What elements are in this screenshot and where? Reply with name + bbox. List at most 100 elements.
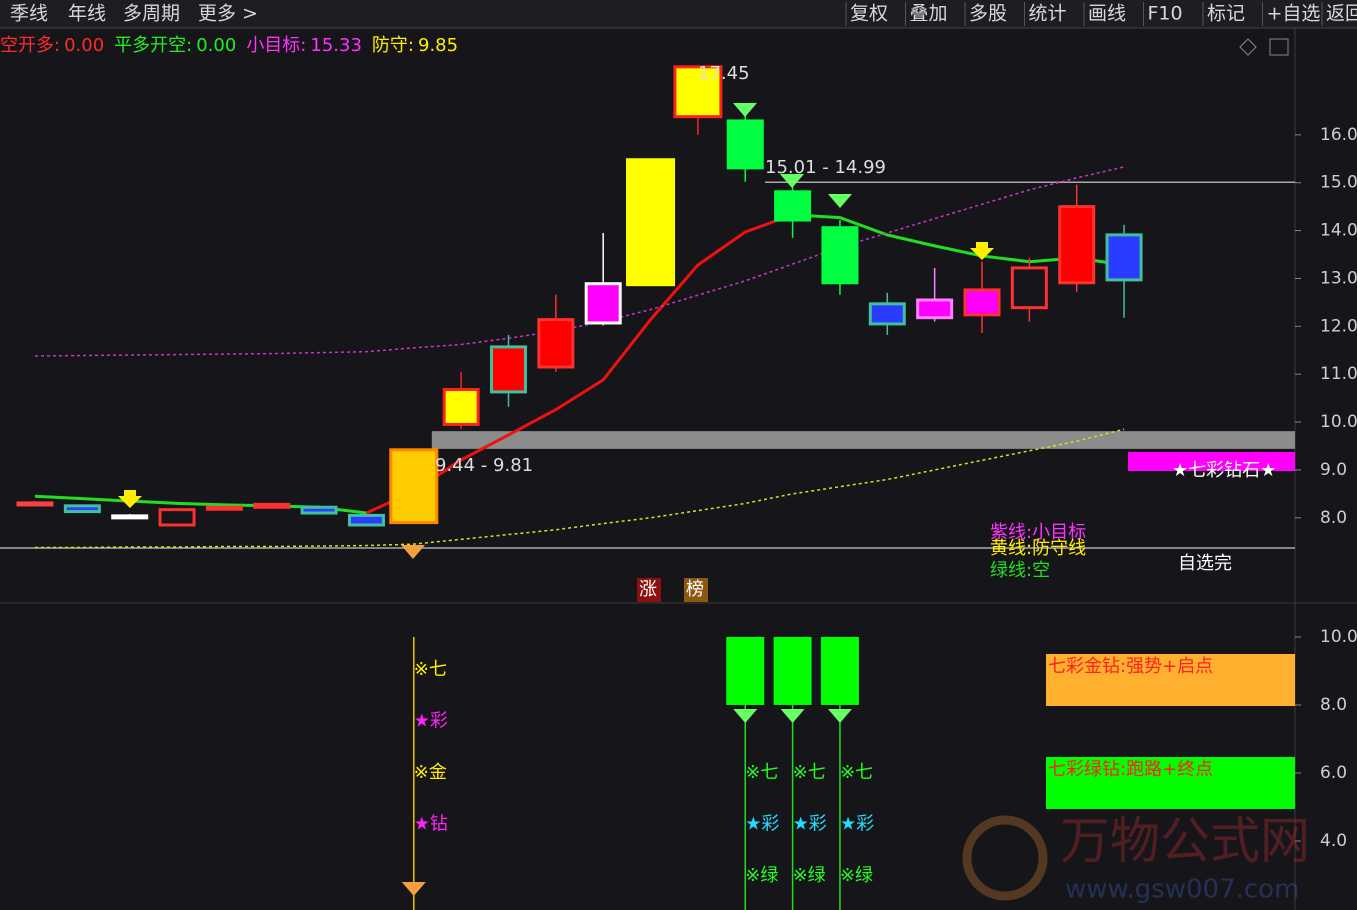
- signal-label: ★彩: [840, 814, 874, 835]
- candle-body: [1058, 205, 1096, 285]
- label-box: [1046, 654, 1295, 706]
- bar: [820, 636, 859, 705]
- toolbar-item[interactable]: 季线: [10, 3, 48, 25]
- bar: [726, 636, 765, 705]
- candle-body: [673, 65, 723, 119]
- toolbar-item[interactable]: 标记: [1207, 3, 1245, 25]
- candle-body: [916, 298, 954, 320]
- annotation: 榜: [686, 579, 704, 600]
- diamond-icon: [401, 545, 425, 559]
- indicator-name: 空开多:: [0, 35, 60, 56]
- signal-label: ★彩: [745, 814, 779, 835]
- y-tick-label: 14.0: [1320, 221, 1357, 241]
- logo: [962, 815, 1048, 901]
- indicator-name: 平多开空:: [114, 35, 192, 56]
- candle-body: [389, 448, 439, 525]
- indicator-name: 小目标:: [246, 35, 306, 56]
- candle-body: [347, 513, 385, 527]
- annotation: 紫线:小目标: [990, 522, 1086, 543]
- signal-label: ※绿: [745, 865, 778, 886]
- toolbar-items: 季线 年线 多周期 更多 > 复权 叠加 多股 统计 画线 F10 标记 +自选 返回: [10, 2, 1357, 26]
- badge: [684, 578, 708, 602]
- diamond-icon: [827, 708, 852, 723]
- signal-label: ※金: [414, 762, 447, 783]
- signal-label: ★彩: [414, 711, 448, 732]
- signal-label: ※绿: [793, 865, 826, 886]
- toolbar-item[interactable]: 叠加: [910, 3, 948, 25]
- toolbar-item[interactable]: +自选: [1267, 3, 1321, 25]
- signal-label: ※七: [414, 659, 447, 680]
- candle-body: [584, 282, 622, 325]
- signal-label: ※七: [745, 762, 778, 783]
- toolbar-item[interactable]: 更多 >: [198, 3, 258, 25]
- candle-body: [63, 504, 101, 514]
- toolbar-item[interactable]: 画线: [1088, 3, 1126, 25]
- candle-body: [111, 514, 149, 520]
- toolbar-item[interactable]: 返回: [1326, 3, 1357, 25]
- candle-body: [300, 505, 338, 515]
- diamond-icon: [780, 174, 804, 188]
- diamond-icon: [733, 708, 758, 723]
- candle-body: [1010, 266, 1048, 310]
- signal-label: ※绿: [840, 865, 873, 886]
- indicator-value: 9.85: [418, 35, 458, 56]
- y-tick-label: 8.0: [1320, 508, 1347, 528]
- candle-body: [1105, 233, 1143, 282]
- diamond-icon: [828, 194, 852, 208]
- bar: [773, 636, 812, 705]
- y-tick-label: 10.0: [1320, 627, 1357, 647]
- icons: [118, 38, 1289, 559]
- indicator-value: 0.00: [196, 35, 236, 56]
- y-tick-label: 13.0: [1320, 268, 1357, 288]
- candle-body: [537, 318, 575, 369]
- annotations: 17.45 15.01 - 14.99 9.44 - 9.81 紫线:小目标 黄…: [435, 63, 1295, 602]
- signal-label: ★钻: [414, 814, 448, 835]
- icon: [1269, 38, 1289, 56]
- candle-body: [158, 508, 196, 527]
- candle-body: [442, 388, 480, 426]
- label-box: [1046, 757, 1295, 809]
- y-tick-label: 15.0: [1320, 173, 1357, 193]
- y-tick-label: 12.0: [1320, 316, 1357, 336]
- signal-label: ※七: [840, 762, 873, 783]
- band: [431, 431, 1295, 449]
- candle-body: [490, 345, 527, 394]
- toolbar-item[interactable]: 多周期: [123, 3, 180, 25]
- y-tick-label: 6.0: [1320, 763, 1347, 783]
- line: [34, 166, 1125, 357]
- y-tick-label: 16.0: [1320, 125, 1357, 145]
- diamond-icon: [780, 708, 805, 723]
- box-label: 七彩金钻:强势+启点: [1048, 656, 1213, 677]
- watermark: 万物公式网 www.gsw007.com: [962, 812, 1310, 905]
- toolbar-item[interactable]: 年线: [68, 3, 106, 25]
- indicator-value: 0.00: [64, 35, 104, 56]
- icon: [1239, 38, 1257, 56]
- diamond-icon: [733, 103, 757, 117]
- candle-body: [205, 505, 243, 511]
- candle-body: [253, 502, 291, 509]
- arrow-icon: [970, 242, 994, 260]
- annotation: 17.45: [698, 63, 750, 84]
- toolbar-item[interactable]: 多股: [969, 3, 1007, 25]
- main-panel: 空开多: 0.00 平多开空: 0.00 小目标: 15.33 防守: 9.8516.015.…: [0, 35, 1357, 549]
- annotation: ★七彩钻石★: [1172, 460, 1276, 481]
- annotation: 9.44 - 9.81: [435, 455, 533, 476]
- badge: [637, 578, 661, 602]
- diamond-icon: [401, 882, 426, 896]
- candle-body: [821, 226, 859, 285]
- toolbar-item[interactable]: 统计: [1029, 3, 1067, 25]
- y-tick-label: 11.0: [1320, 364, 1357, 384]
- indicator-name: 防守:: [372, 35, 414, 56]
- annotation: 自选完: [1178, 553, 1232, 574]
- annotation: 15.01 - 14.99: [765, 157, 886, 178]
- candle-body: [16, 501, 54, 507]
- indicator-panel: 10.0 8.0 6.0 4.0 ※七 ★彩 ※金 ★钻 ※七 ★彩 ※绿 ※七 ★彩 ※绿 ※七 ★彩 ※绿 七…: [401, 627, 1357, 910]
- candle-body: [868, 302, 906, 326]
- toolbar: [0, 0, 1357, 28]
- toolbar-item[interactable]: 复权: [850, 3, 888, 25]
- annotation: 涨: [639, 579, 657, 600]
- line: [35, 428, 1125, 549]
- y-tick-label: 10.0: [1320, 412, 1357, 432]
- toolbar-item[interactable]: F10: [1148, 3, 1183, 25]
